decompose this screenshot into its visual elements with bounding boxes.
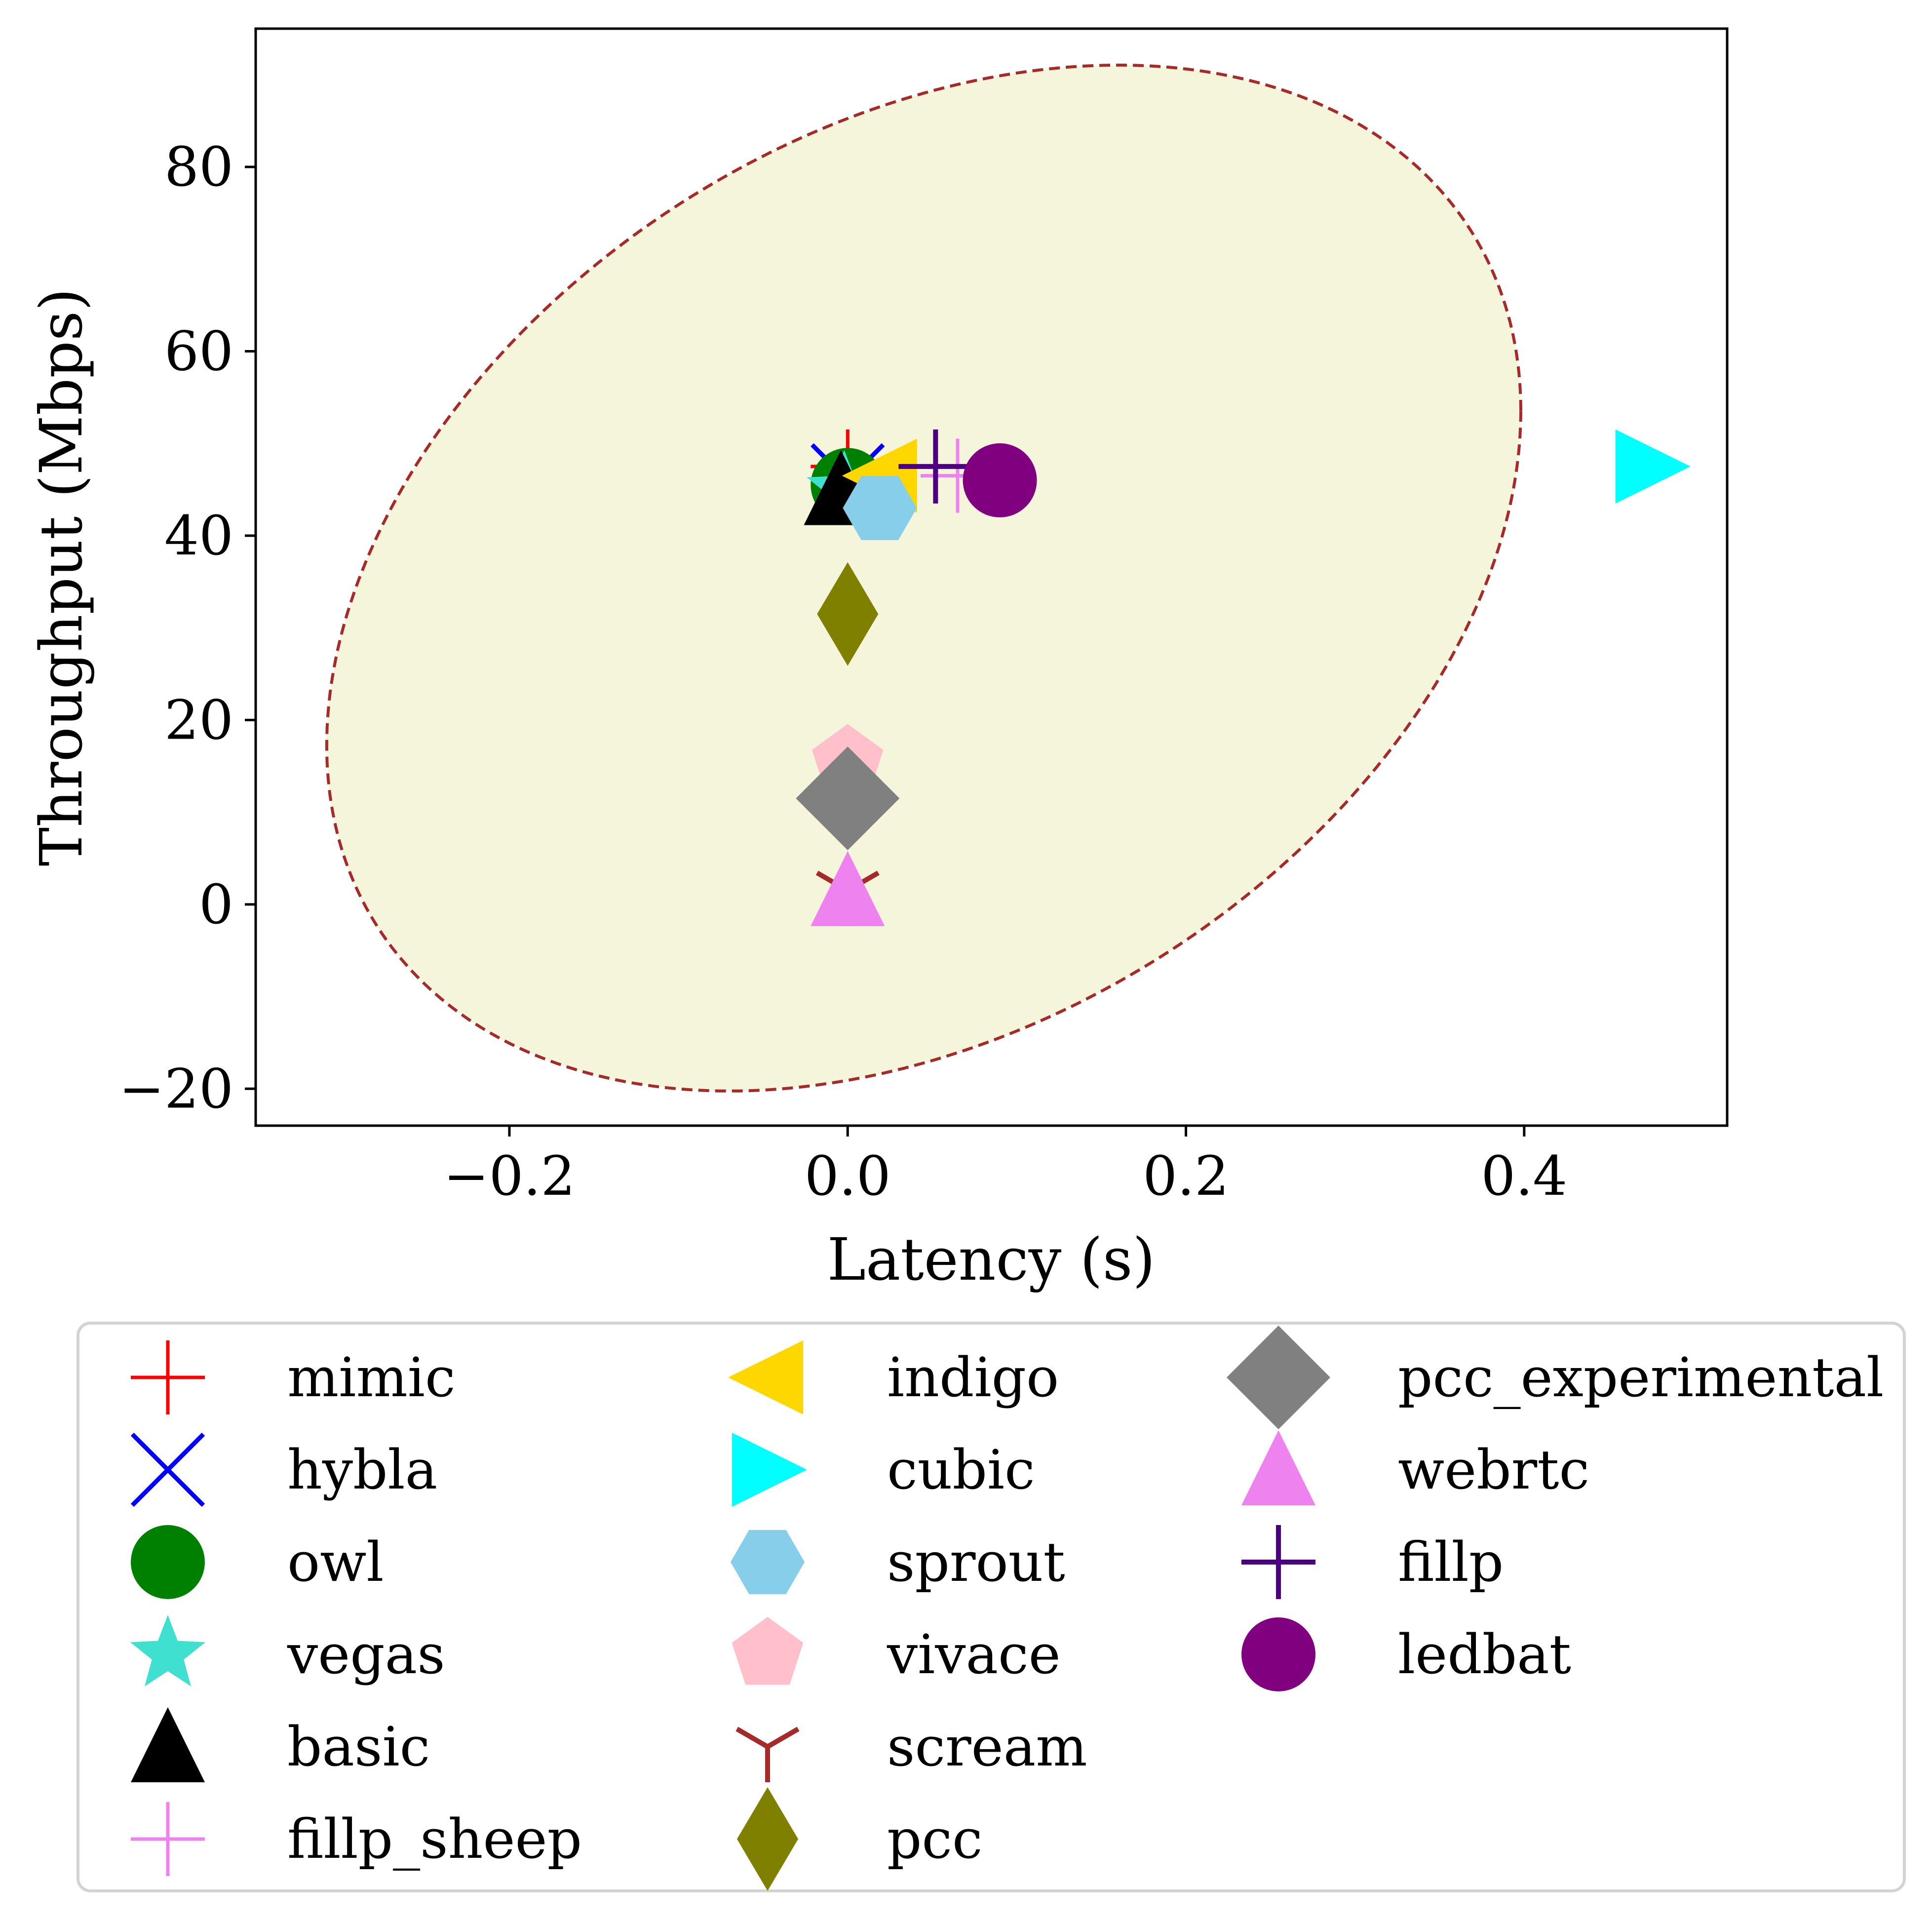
- legend-label: vegas: [287, 1623, 445, 1686]
- x-tick-label: 0.0: [805, 1144, 891, 1208]
- legend-marker: [130, 1615, 206, 1686]
- legend-item-sprout: sprout: [731, 1530, 1065, 1594]
- x-axis-label: Latency (s): [827, 1225, 1156, 1294]
- legend-label: basic: [287, 1715, 430, 1778]
- legend-marker: [1241, 1617, 1315, 1691]
- y-tick-label: 60: [164, 320, 233, 383]
- legend-label: indigo: [887, 1346, 1059, 1409]
- legend-item-fillp: fillp: [1241, 1525, 1504, 1599]
- legend-item-owl: owl: [131, 1525, 384, 1599]
- legend-marker: [1241, 1525, 1315, 1599]
- legend-marker: [737, 1787, 798, 1891]
- legend-item-scream: scream: [735, 1715, 1087, 1782]
- legend-item-vivace: vivace: [732, 1617, 1061, 1686]
- y-tick-label: 80: [164, 135, 233, 198]
- markers: [796, 429, 1691, 926]
- legend-item-basic: basic: [131, 1707, 430, 1782]
- x-tick-label: 0.2: [1143, 1144, 1229, 1208]
- y-tick-label: −20: [119, 1057, 233, 1120]
- y-axis-label: Throughput (Mbps): [27, 288, 95, 866]
- legend-item-ledbat: ledbat: [1241, 1617, 1571, 1691]
- point-fillp: [898, 429, 973, 504]
- legend-item-mimic: mimic: [131, 1340, 456, 1414]
- legend-item-cubic: cubic: [732, 1433, 1035, 1507]
- legend-label: mimic: [287, 1346, 456, 1409]
- legend-label: sprout: [887, 1530, 1065, 1594]
- point-ledbat: [963, 443, 1037, 517]
- legend-item-hybla: hybla: [130, 1432, 437, 1507]
- legend-label: ledbat: [1398, 1623, 1571, 1686]
- legend-marker: [732, 1433, 807, 1507]
- legend-label: webrtc: [1398, 1438, 1589, 1501]
- x-tick-label: −0.2: [443, 1144, 575, 1208]
- point-cubic: [1615, 429, 1691, 504]
- legend-label: fillp_sheep: [287, 1807, 582, 1871]
- legend-label: hybla: [287, 1438, 437, 1501]
- legend-marker: [131, 1340, 205, 1414]
- plot-frame: [254, 27, 1729, 1127]
- legend-label: pcc_experimental: [1398, 1346, 1884, 1409]
- legend-marker: [131, 1525, 205, 1599]
- legend-marker: [130, 1432, 205, 1507]
- legend-marker: [731, 1530, 805, 1594]
- legend-marker: [735, 1726, 800, 1782]
- axes: −0.2 0.0 0.2 0.4 −20 0 20 40 60 80: [119, 135, 1567, 1208]
- legend-label: owl: [287, 1530, 384, 1594]
- x-tick-label: 0.4: [1481, 1144, 1567, 1208]
- legend: mimic hybla owl vegas basic fillp_sheep indigo…: [77, 1322, 1906, 1892]
- y-tick-label: 20: [164, 688, 233, 751]
- legend-label: scream: [887, 1715, 1087, 1778]
- y-tick-label: 0: [199, 873, 233, 936]
- point-sprout: [843, 476, 917, 540]
- legend-label: fillp: [1398, 1530, 1504, 1594]
- legend-marker: [131, 1707, 205, 1782]
- legend-item-indigo: indigo: [728, 1340, 1059, 1414]
- legend-marker: [131, 1802, 205, 1876]
- legend-item-webrtc: webrtc: [1241, 1430, 1589, 1505]
- legend-item-vegas: vegas: [130, 1615, 445, 1686]
- legend-marker: [1241, 1430, 1315, 1505]
- legend-label: cubic: [887, 1438, 1035, 1501]
- legend-item-pcc: pcc: [737, 1787, 983, 1891]
- plot-area: [325, 63, 1691, 1093]
- point-webrtc: [811, 851, 885, 926]
- legend-marker: [732, 1617, 804, 1685]
- legend-marker: [728, 1340, 803, 1414]
- point-pcc-experimental: [796, 746, 900, 851]
- legend-item-pcc-experimental: pcc_experimental: [1227, 1326, 1884, 1429]
- legend-label: vivace: [887, 1623, 1061, 1686]
- y-tick-label: 40: [164, 504, 233, 567]
- legend-frame: [77, 1322, 1906, 1892]
- legend-marker: [1227, 1326, 1330, 1429]
- point-pcc: [817, 562, 879, 666]
- confidence-ellipse: [325, 63, 1523, 1093]
- legend-item-fillp-sheep: fillp_sheep: [131, 1802, 582, 1876]
- legend-label: pcc: [887, 1807, 983, 1871]
